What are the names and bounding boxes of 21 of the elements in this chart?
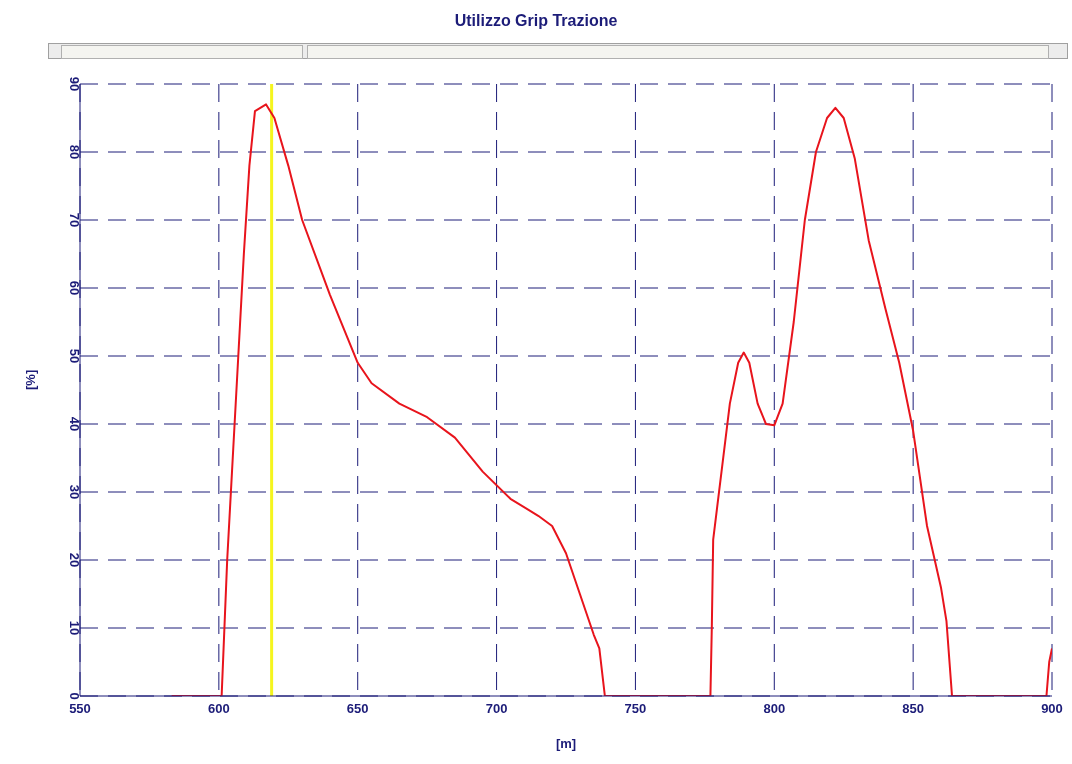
y-tick-label: 90 bbox=[67, 76, 82, 92]
y-tick-label: 80 bbox=[67, 144, 82, 160]
y-tick-label: 50 bbox=[67, 348, 82, 364]
x-tick-label: 700 bbox=[485, 701, 508, 717]
y-tick-label: 70 bbox=[67, 212, 82, 228]
y-tick-label: 20 bbox=[67, 552, 82, 568]
x-tick-label: 850 bbox=[902, 701, 924, 717]
x-tick-label: 600 bbox=[208, 701, 230, 717]
x-tick-label: 650 bbox=[346, 701, 369, 717]
x-tick-label: 800 bbox=[763, 701, 786, 717]
chart-title: Utilizzo Grip Trazione bbox=[453, 12, 619, 30]
y-tick-label: 60 bbox=[67, 280, 82, 296]
x-tick-label: 750 bbox=[624, 701, 647, 717]
y-tick-label: 40 bbox=[67, 416, 82, 432]
y-axis-title: [%] bbox=[22, 369, 38, 390]
y-tick-label: 30 bbox=[67, 484, 82, 500]
x-tick-label: 550 bbox=[69, 701, 91, 717]
x-axis-title: [m] bbox=[555, 736, 577, 751]
y-tick-label: 10 bbox=[67, 620, 82, 636]
y-tick-label: 0 bbox=[67, 692, 82, 700]
x-tick-label: 900 bbox=[1041, 701, 1063, 717]
